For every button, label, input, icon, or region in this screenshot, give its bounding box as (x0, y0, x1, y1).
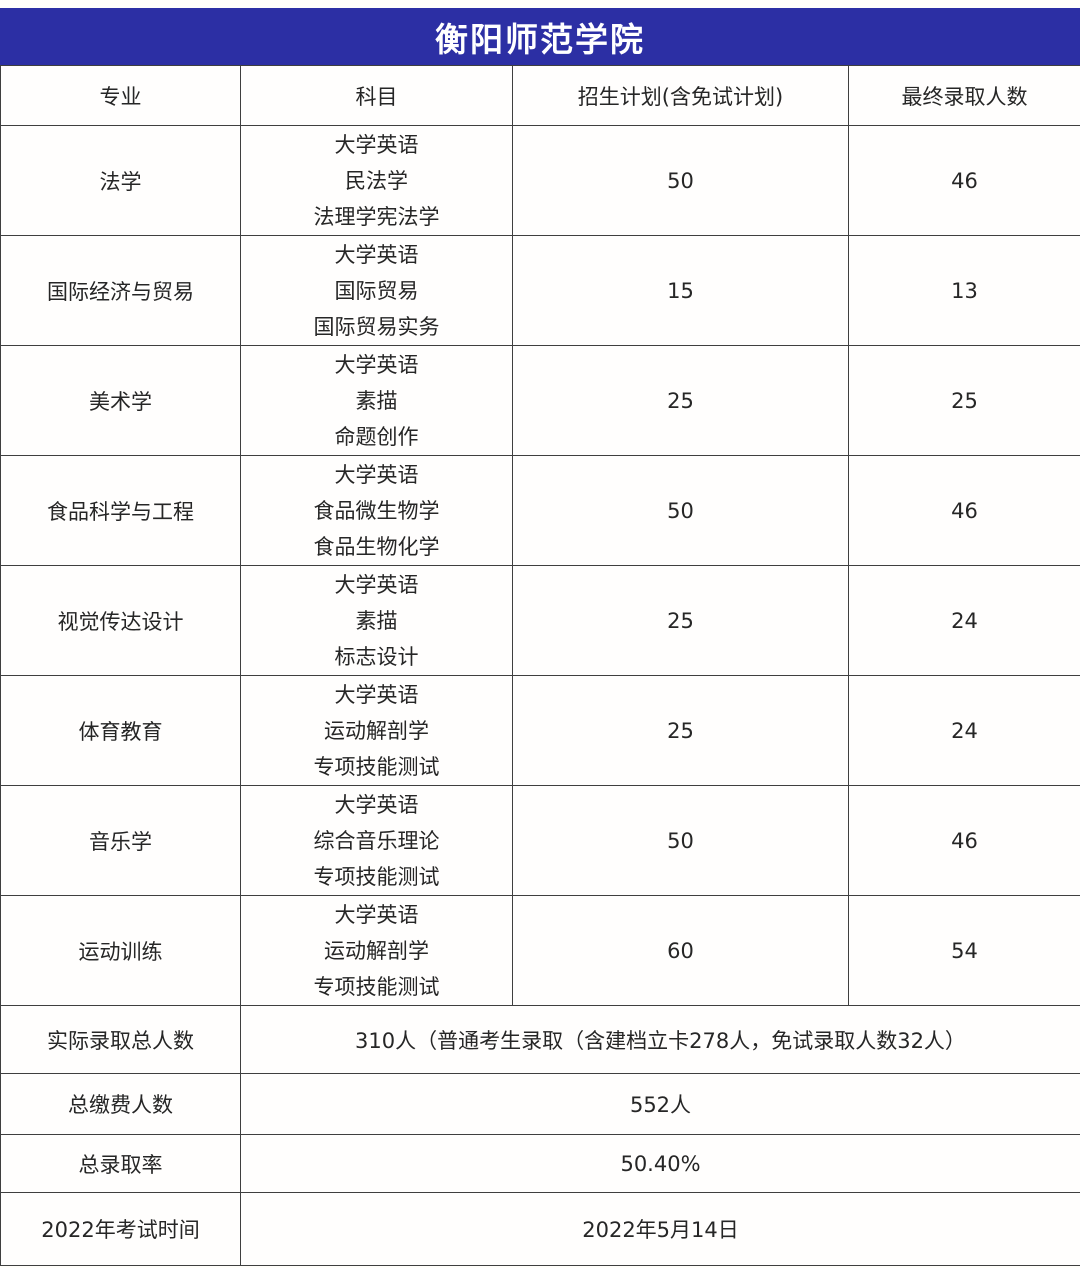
major-cell: 音乐学 (0, 785, 241, 896)
summary-label-cell: 总录取率 (0, 1134, 241, 1193)
admissions-table: 专业 科目 招生计划(含免试计划) 最终录取人数 法学 大学英语 民法学 法理学宪法学… (0, 65, 1080, 1266)
admitted-cell: 24 (848, 675, 1080, 786)
subject-line: 大学英语 (334, 352, 419, 377)
table-row: 音乐学 大学英语 综合音乐理论 专项技能测试 50 46 (0, 785, 1080, 896)
plan-cell: 25 (512, 675, 849, 786)
subject-line: 国际贸易 (334, 278, 419, 303)
subjects-cell: 大学英语综合音乐理论 专项技能测试 (240, 785, 513, 896)
major-cell: 体育教育 (0, 675, 241, 786)
subject-line: 运动解剖学 (324, 938, 429, 963)
admitted-cell: 46 (848, 785, 1080, 896)
subjects-cell: 大学英语食品微生物学 食品生物化学 (240, 455, 513, 566)
summary-value-cell: 50.40% (240, 1134, 1080, 1193)
column-header-plan: 招生计划(含免试计划) (512, 65, 849, 126)
table-row: 食品科学与工程 大学英语 食品微生物学 食品生物化学 50 46 (0, 455, 1080, 566)
subject-line: 命题创作 (334, 424, 419, 449)
admitted-cell: 46 (848, 455, 1080, 566)
plan-cell: 25 (512, 345, 849, 456)
subject-line: 运动解剖学 (324, 718, 429, 743)
table-row: 运动训练 大学英语 运动解剖学 专项技能测试 60 54 (0, 895, 1080, 1006)
subject-line: 专项技能测试 (313, 864, 440, 889)
subjects-cell: 大学英语素描命题创作 (240, 345, 513, 456)
subject-line: 专项技能测试 (313, 974, 440, 999)
summary-row: 总缴费人数 552人 (0, 1073, 1080, 1135)
subject-line: 素描 (355, 608, 398, 633)
summary-row: 2022年考试时间 2022年5月14日 (0, 1192, 1080, 1266)
plan-cell: 50 (512, 125, 849, 236)
table-row: 法学 大学英语 民法学 法理学宪法学 50 46 (0, 125, 1080, 236)
subject-line: 国际贸易实务 (313, 314, 440, 339)
major-cell: 法学 (0, 125, 241, 236)
admitted-cell: 24 (848, 565, 1080, 676)
subject-line: 综合音乐理论 (313, 828, 440, 853)
subject-line: 大学英语 (334, 902, 419, 927)
subject-line: 大学英语 (334, 682, 419, 707)
summary-value-cell: 310人（普通考生录取（含建档立卡278人，免试录取人数32人） (240, 1005, 1080, 1074)
column-header-subjects: 科目 (240, 65, 513, 126)
subject-line: 标志设计 (334, 644, 419, 669)
college-title: 衡阳师范学院 (435, 19, 645, 59)
major-cell: 食品科学与工程 (0, 455, 241, 566)
subjects-cell: 大学英语运动解剖学专项技能测试 (240, 675, 513, 786)
subjects-cell: 大学英语国际贸易国际贸易实务 (240, 235, 513, 346)
subjects-cell: 大学英语民法学法理学宪法学 (240, 125, 513, 236)
plan-cell: 25 (512, 565, 849, 676)
subject-line: 民法学 (345, 168, 408, 193)
column-header-major: 专业 (0, 65, 241, 126)
admitted-cell: 13 (848, 235, 1080, 346)
summary-label-cell: 实际录取总人数 (0, 1005, 241, 1074)
subject-line: 法理学宪法学 (313, 204, 440, 229)
subjects-cell: 大学英语素描标志设计 (240, 565, 513, 676)
major-cell: 国际经济与贸易 (0, 235, 241, 346)
summary-value-cell: 2022年5月14日 (240, 1192, 1080, 1266)
subject-line: 大学英语 (334, 132, 419, 157)
table-body: 法学 大学英语 民法学 法理学宪法学 50 46 国际经济与贸易 大学英语 国际贸易 国际贸易实务… (0, 125, 1080, 1266)
subject-line: 大学英语 (334, 572, 419, 597)
table-row: 视觉传达设计 大学英语 素描 标志设计 25 24 (0, 565, 1080, 676)
table-row: 国际经济与贸易 大学英语 国际贸易 国际贸易实务 15 13 (0, 235, 1080, 346)
table-row: 美术学 大学英语 素描 命题创作 25 25 (0, 345, 1080, 456)
subject-line: 大学英语 (334, 792, 419, 817)
column-header-admitted: 最终录取人数 (848, 65, 1080, 126)
subject-line: 专项技能测试 (313, 754, 440, 779)
subject-line: 食品生物化学 (313, 534, 440, 559)
plan-cell: 60 (512, 895, 849, 1006)
subjects-cell: 大学英语运动解剖学专项技能测试 (240, 895, 513, 1006)
header-row: 专业 科目 招生计划(含免试计划) 最终录取人数 (0, 65, 1080, 126)
table-header: 专业 科目 招生计划(含免试计划) 最终录取人数 (0, 65, 1080, 126)
plan-cell: 50 (512, 455, 849, 566)
admitted-cell: 46 (848, 125, 1080, 236)
major-cell: 美术学 (0, 345, 241, 456)
admitted-cell: 54 (848, 895, 1080, 1006)
summary-label-cell: 2022年考试时间 (0, 1192, 241, 1266)
admitted-cell: 25 (848, 345, 1080, 456)
subject-line: 大学英语 (334, 242, 419, 267)
college-title-banner: 衡阳师范学院 (0, 8, 1080, 65)
table-row: 体育教育 大学英语 运动解剖学 专项技能测试 25 24 (0, 675, 1080, 786)
summary-row: 实际录取总人数 310人（普通考生录取（含建档立卡278人，免试录取人数32人） (0, 1005, 1080, 1074)
subject-line: 食品微生物学 (313, 498, 440, 523)
subject-line: 大学英语 (334, 462, 419, 487)
plan-cell: 50 (512, 785, 849, 896)
major-cell: 视觉传达设计 (0, 565, 241, 676)
major-cell: 运动训练 (0, 895, 241, 1006)
subject-line: 素描 (355, 388, 398, 413)
summary-value-cell: 552人 (240, 1073, 1080, 1135)
summary-row: 总录取率 50.40% (0, 1134, 1080, 1193)
summary-label-cell: 总缴费人数 (0, 1073, 241, 1135)
plan-cell: 15 (512, 235, 849, 346)
